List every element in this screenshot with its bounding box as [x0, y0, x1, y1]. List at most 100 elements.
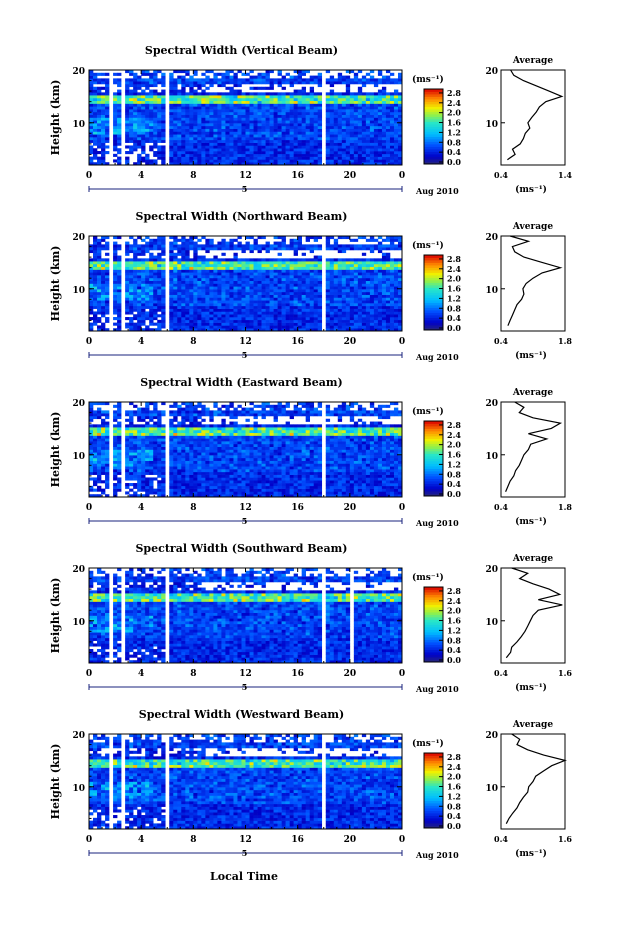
- heatmap-cell: [329, 100, 335, 104]
- heatmap-cell: [341, 314, 347, 318]
- heatmap-cell: [301, 92, 306, 96]
- average-frame: [500, 69, 566, 166]
- heatmap-cell: [301, 244, 306, 248]
- heatmap-cell: [273, 95, 278, 99]
- heatmap-cell: [233, 286, 238, 290]
- heatmap-cell: [345, 142, 351, 146]
- heatmap-cell: [285, 305, 290, 309]
- heatmap-cell: [97, 283, 102, 287]
- heatmap-cell: [353, 319, 359, 323]
- heatmap-cell: [253, 114, 258, 118]
- heatmap-cell: [329, 319, 335, 323]
- heatmap-cell: [97, 255, 102, 259]
- heatmap-cell: [173, 325, 178, 329]
- heatmap-cell: [289, 162, 294, 166]
- heatmap-cell: [173, 328, 178, 332]
- heatmap-cell: [285, 151, 290, 155]
- heatmap-cell: [385, 258, 391, 262]
- heatmap-cell: [237, 266, 242, 270]
- heatmap-cell: [369, 156, 375, 160]
- heatmap-cell: [297, 153, 302, 157]
- heatmap-cell: [249, 275, 254, 279]
- heatmap-cell: [253, 78, 258, 82]
- heatmap-cell: [205, 269, 210, 273]
- heatmap-cell: [177, 319, 182, 323]
- heatmap-cell: [333, 322, 339, 326]
- heatmap-cell: [137, 294, 142, 298]
- heatmap-cell: [377, 297, 383, 301]
- heatmap-cell: [117, 308, 122, 312]
- heatmap-cell: [377, 325, 383, 329]
- heatmap-cell: [353, 162, 359, 166]
- heatmap-cell: [89, 95, 94, 99]
- colorbar-segment: [424, 290, 443, 293]
- heatmap-cell: [213, 244, 218, 248]
- heatmap-cell: [293, 244, 298, 248]
- heatmap-cell: [141, 123, 146, 127]
- heatmap-cell: [305, 289, 310, 293]
- heatmap-cell: [141, 145, 146, 149]
- heatmap-cell: [221, 286, 226, 290]
- heatmap-cell: [169, 311, 174, 315]
- heatmap-cell: [253, 241, 258, 245]
- heatmap-cell: [225, 72, 230, 76]
- heatmap-cell: [325, 131, 331, 135]
- heatmap-cell: [105, 280, 110, 284]
- heatmap-cell: [369, 317, 375, 321]
- heatmap-cell: [245, 263, 250, 268]
- heatmap-cell: [225, 311, 230, 315]
- heatmap-cell: [353, 289, 359, 293]
- heatmap-cell: [173, 272, 178, 276]
- heatmap-cell: [289, 83, 294, 88]
- heatmap-cell: [317, 258, 323, 262]
- heatmap-cell: [361, 294, 367, 298]
- heatmap-cell: [209, 148, 214, 152]
- heatmap-cell: [281, 280, 286, 284]
- heatmap-cell: [241, 103, 246, 107]
- x-tick-label: 16: [291, 337, 304, 347]
- heatmap-cell: [153, 283, 158, 287]
- heatmap-cell: [173, 156, 178, 160]
- heatmap-cell: [309, 156, 315, 160]
- heatmap-cell: [345, 100, 351, 104]
- heatmap-cell: [193, 272, 198, 276]
- heatmap-cell: [269, 297, 274, 301]
- heatmap-cell: [277, 263, 282, 268]
- heatmap-cell: [317, 120, 323, 124]
- heatmap-cell: [201, 92, 206, 96]
- heatmap-cell: [253, 75, 258, 79]
- heatmap-cell: [301, 283, 306, 287]
- heatmap-cell: [369, 106, 375, 110]
- heatmap-cell: [305, 103, 310, 107]
- heatmap-cell: [381, 275, 387, 279]
- average-profile-line: [507, 69, 564, 161]
- heatmap-cell: [345, 266, 351, 270]
- heatmap-cell: [185, 145, 190, 149]
- heatmap-cell: [317, 244, 323, 248]
- colorbar-segment: [424, 320, 443, 323]
- heatmap-cell: [157, 322, 162, 326]
- heatmap-cell: [209, 162, 214, 166]
- heatmap-cell: [333, 314, 339, 318]
- heatmap-cell: [277, 148, 282, 152]
- heatmap-cell: [153, 137, 158, 141]
- heatmap-cell: [377, 117, 383, 121]
- heatmap-cell: [317, 322, 323, 326]
- heatmap-cell: [233, 162, 238, 166]
- heatmap-cell: [341, 92, 347, 96]
- heatmap-cell: [245, 291, 250, 295]
- heatmap-cell: [157, 117, 162, 121]
- heatmap-cell: [333, 297, 339, 301]
- heatmap-cell: [265, 109, 270, 113]
- heatmap-cell: [353, 125, 359, 129]
- heatmap-cell: [313, 247, 319, 251]
- heatmap-cell: [389, 95, 395, 99]
- heatmap-cell: [205, 277, 210, 281]
- heatmap-cell: [397, 137, 403, 141]
- heatmap-cell: [357, 128, 363, 132]
- heatmap-cell: [93, 303, 98, 307]
- heatmap-cell: [365, 269, 371, 273]
- heatmap-cell: [237, 151, 242, 155]
- colorbar-unit: (ms⁻¹): [412, 240, 444, 251]
- heatmap-cell: [149, 92, 154, 96]
